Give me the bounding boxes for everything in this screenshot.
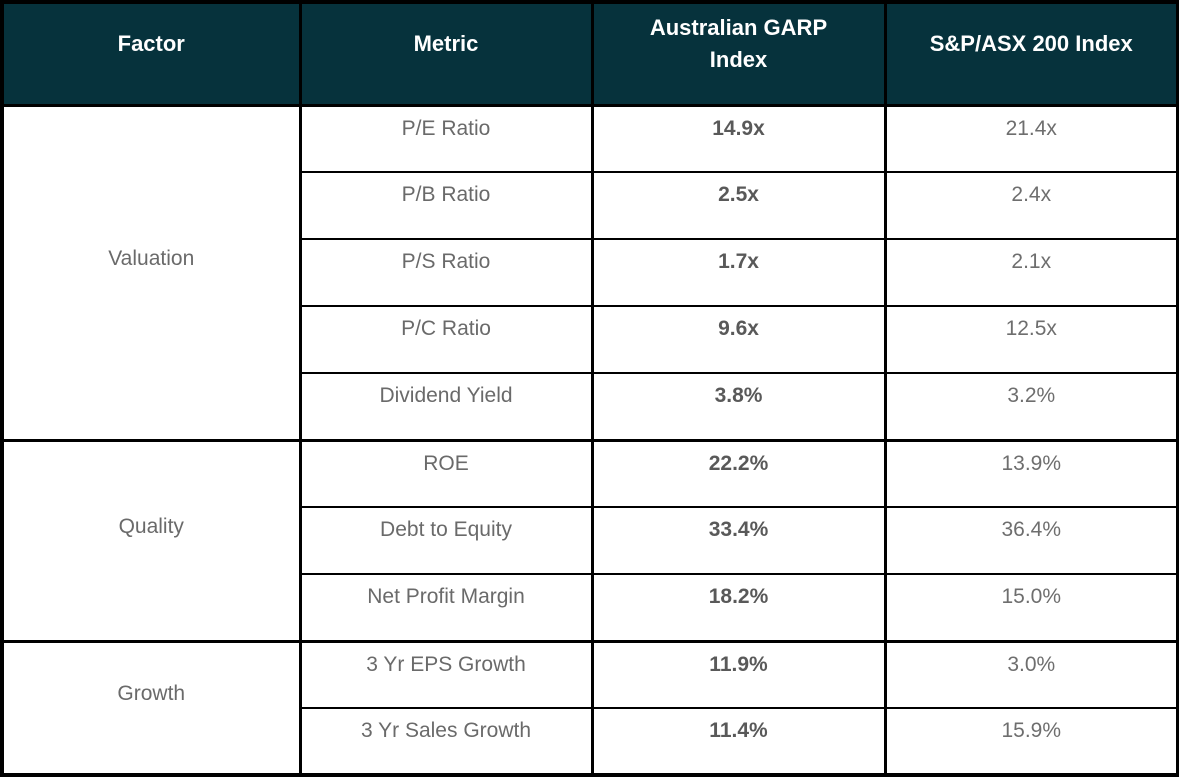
asx-value-cell: 36.4%: [883, 506, 1179, 575]
asx-value-cell: 15.0%: [883, 573, 1179, 642]
asx-value-cell: 3.0%: [883, 639, 1179, 709]
column-header-factor: Factor: [0, 0, 302, 107]
metric-cell: 3 Yr Sales Growth: [298, 707, 594, 777]
factor-cell: Valuation: [0, 103, 302, 441]
asx-value-cell: 2.4x: [883, 171, 1179, 240]
table-row: Quality ROE 22.2% 13.9%: [0, 438, 1179, 642]
garp-value-cell: 18.2%: [590, 573, 887, 642]
garp-value-cell: 2.5x: [590, 171, 887, 240]
factor-label: Quality: [118, 514, 184, 538]
factor-cell: Growth: [0, 639, 302, 776]
metric-cell: Net Profit Margin: [298, 573, 594, 642]
column-header-metric-label: Metric: [413, 30, 479, 56]
table-body: Valuation P/E Ratio 14.9x 21.4x P/B Ratio 2.5…: [0, 103, 1179, 777]
asx-value-cell: 21.4x: [883, 103, 1179, 173]
header-row: Factor Metric Australian GARP Index S&P/…: [0, 0, 1179, 107]
metric-cell: P/E Ratio: [298, 103, 594, 173]
column-header-asx-index: S&P/ASX 200 Index: [883, 0, 1179, 107]
table-row: P/B Ratio 2.5x 2.4x: [2, 171, 1179, 240]
table-row: P/C Ratio 9.6x 12.5x: [2, 305, 1179, 374]
metric-cell: P/B Ratio: [298, 171, 594, 240]
column-header-asx-index-label: S&P/ASX 200 Index: [929, 30, 1133, 56]
metric-cell: ROE: [298, 438, 594, 508]
table-row: Valuation P/E Ratio 14.9x 21.4x: [0, 103, 1179, 441]
metric-cell: Debt to Equity: [298, 506, 594, 575]
asx-value-cell: 12.5x: [883, 305, 1179, 374]
garp-value-cell: 11.4%: [590, 707, 887, 777]
garp-value-cell: 1.7x: [590, 238, 887, 307]
table-row: P/S Ratio 1.7x 2.1x: [2, 238, 1179, 307]
column-header-metric: Metric: [298, 0, 594, 107]
factor-label: Valuation: [108, 246, 195, 270]
column-header-factor-label: Factor: [117, 30, 185, 56]
garp-value-cell: 33.4%: [590, 506, 887, 575]
table-row: 3 Yr Sales Growth 11.4% 15.9%: [2, 707, 1179, 777]
asx-value-cell: 13.9%: [883, 438, 1179, 508]
factor-label: Growth: [117, 682, 186, 706]
table-row: Growth 3 Yr EPS Growth 11.9% 3.0%: [0, 639, 1179, 776]
table-header: Factor Metric Australian GARP Index S&P/…: [0, 0, 1179, 107]
table-row: Debt to Equity 33.4% 36.4%: [2, 506, 1179, 575]
metric-cell: P/C Ratio: [298, 305, 594, 374]
asx-value-cell: 2.1x: [883, 238, 1179, 307]
metric-cell: P/S Ratio: [298, 238, 594, 307]
asx-value-cell: 3.2%: [883, 372, 1179, 441]
asx-value-cell: 15.9%: [883, 707, 1179, 777]
table-row: Dividend Yield 3.8% 3.2%: [2, 372, 1179, 441]
column-header-garp-index-label: Australian GARP Index: [649, 14, 828, 72]
metric-cell: 3 Yr EPS Growth: [298, 639, 594, 709]
table-row: Net Profit Margin 18.2% 15.0%: [2, 573, 1179, 642]
garp-value-cell: 11.9%: [590, 639, 887, 709]
garp-value-cell: 3.8%: [590, 372, 887, 441]
garp-value-cell: 14.9x: [590, 103, 887, 173]
factor-cell: Quality: [0, 438, 302, 642]
garp-value-cell: 9.6x: [590, 305, 887, 374]
garp-value-cell: 22.2%: [590, 438, 887, 508]
column-header-garp-index: Australian GARP Index: [590, 0, 887, 107]
metric-cell: Dividend Yield: [298, 372, 594, 441]
